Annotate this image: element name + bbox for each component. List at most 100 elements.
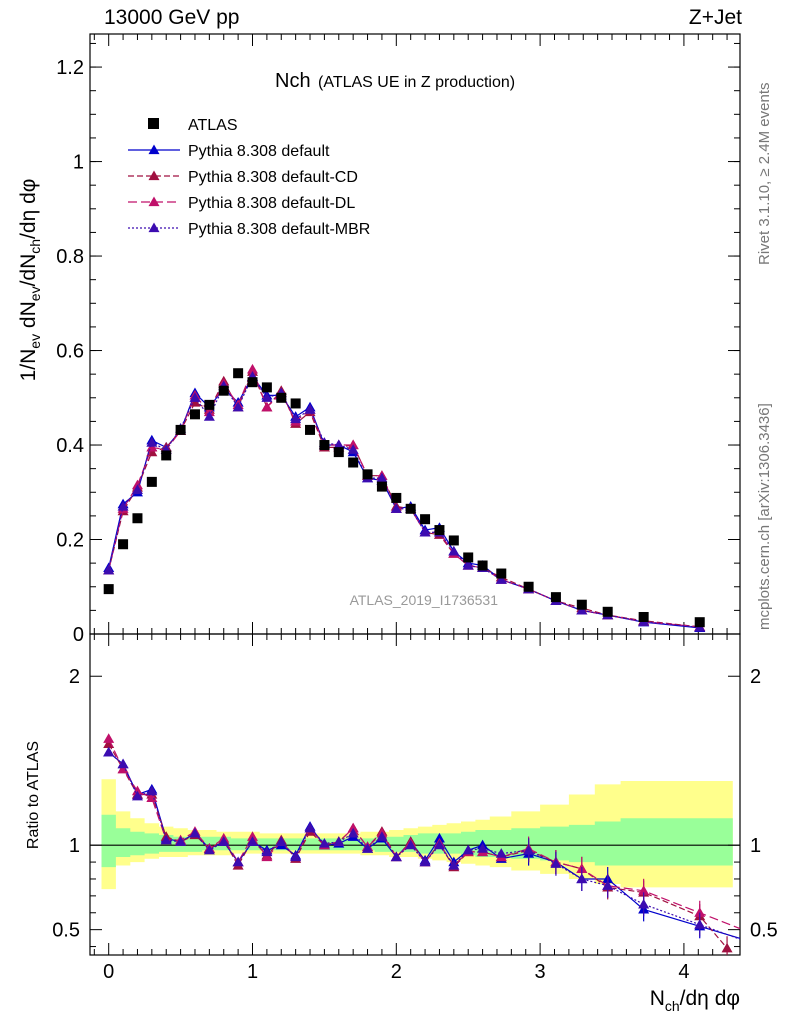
y-tick-label: 0 (73, 624, 84, 646)
series-line (108, 367, 700, 628)
ratio-marker (103, 733, 115, 743)
chart-subtitle: (ATLAS UE in Z production) (318, 74, 515, 91)
x-tick-label: 1 (247, 961, 258, 983)
atlas-marker (333, 447, 344, 458)
y-tick-label: 1 (73, 152, 84, 174)
main-panel: 0 0.2 0.4 0.6 0.8 1 1.2 Nch (ATLAS UE in Z produ… (17, 33, 741, 646)
ratio-marker (362, 843, 374, 853)
ratio-marker (550, 858, 562, 868)
ratio-marker (203, 844, 215, 855)
ratio-marker (495, 848, 507, 858)
series-marker (261, 392, 273, 402)
legend-label: Pythia 8.308 default-MBR (188, 221, 370, 238)
legend-label: Pythia 8.308 default-CD (188, 169, 358, 186)
process-label: Z+Jet (688, 6, 742, 29)
ratio-marker (694, 907, 706, 917)
ratio-marker (523, 844, 535, 855)
ratio-marker (433, 839, 445, 850)
atlas-marker (146, 476, 157, 487)
ratio-marker (462, 844, 474, 855)
ratio-marker (376, 831, 388, 841)
atlas-marker (391, 492, 402, 503)
ratio-marker (721, 942, 733, 953)
series-marker (304, 404, 316, 414)
y-tick-label: 0.6 (56, 341, 84, 363)
legend-label: ATLAS (188, 117, 238, 134)
ratio-marker (448, 859, 460, 870)
atlas-marker (420, 514, 431, 525)
ratio-y-tick-label-right: 1 (750, 835, 761, 857)
ratio-y-tick-label: 0.5 (52, 920, 80, 942)
x-tick-label: 2 (391, 961, 402, 983)
ratio-plot-frame (89, 633, 741, 956)
legend-marker-atlas (148, 118, 159, 129)
series-marker (333, 439, 345, 450)
atlas-marker (290, 398, 301, 409)
atlas-marker (362, 469, 373, 480)
ratio-marker (347, 827, 359, 838)
ratio-band-inner (101, 814, 733, 868)
series-marker (261, 401, 273, 412)
series-marker (347, 444, 359, 454)
ratio-marker (602, 880, 614, 890)
ratio-marker (304, 822, 316, 833)
ratio-marker (175, 836, 187, 846)
series-marker (189, 392, 201, 402)
analysis-watermark: ATLAS_2019_I1736531 (350, 592, 499, 608)
ratio-marker (433, 832, 445, 843)
atlas-marker (405, 503, 416, 514)
y-tick-label: 0.4 (56, 435, 84, 457)
series-marker (495, 574, 507, 584)
atlas-marker (132, 513, 143, 524)
ratio-series-4 (103, 746, 740, 940)
ratio-marker (347, 822, 359, 833)
ratio-marker (290, 851, 302, 862)
series-marker (131, 484, 143, 495)
ratio-panel: 0 1 2 3 4 0.5 0.5 1 1 2 2 Ratio to ATLAS Nch/dη dφ (25, 633, 778, 1014)
ratio-marker (103, 746, 115, 757)
y-tick-label: 0.8 (56, 246, 84, 268)
atlas-marker (103, 584, 114, 595)
ratio-y-axis-label: Ratio to ATLAS (25, 741, 42, 849)
series-marker (146, 437, 158, 447)
ratio-marker (232, 856, 244, 867)
atlas-marker (477, 560, 488, 571)
series-marker (390, 503, 402, 513)
ratio-marker (218, 836, 230, 846)
atlas-marker (161, 450, 172, 461)
series-marker (203, 411, 215, 421)
atlas-marker (434, 525, 445, 536)
ratio-marker (419, 856, 431, 867)
atlas-marker (218, 385, 229, 396)
ratio-marker (247, 831, 258, 841)
legend-marker (148, 222, 160, 233)
ratio-marker (405, 839, 417, 850)
ratio-marker (131, 790, 143, 801)
series-line (108, 370, 700, 628)
legend-marker (148, 196, 160, 207)
ratio-marker (477, 843, 489, 853)
ratio-y-tick-label-right: 2 (750, 666, 761, 688)
atlas-marker (638, 611, 649, 622)
atlas-marker (319, 440, 330, 451)
ratio-marker (131, 785, 143, 796)
atlas-marker (694, 617, 705, 628)
y-tick-label: 1.2 (56, 57, 84, 79)
x-axis-label: Nch/dη dφ (650, 987, 740, 1014)
atlas-data-points (103, 368, 705, 628)
series-marker (448, 545, 460, 556)
atlas-marker (448, 535, 459, 546)
ratio-marker (261, 851, 273, 862)
ratio-marker (247, 836, 258, 846)
atlas-marker (276, 392, 287, 403)
series-marker (419, 526, 431, 537)
atlas-marker (376, 481, 387, 492)
series-marker (117, 500, 129, 511)
series-marker (376, 472, 388, 483)
ratio-marker (333, 836, 345, 846)
atlas-marker (305, 424, 316, 435)
legend-marker (148, 144, 160, 155)
atlas-marker (576, 599, 587, 610)
ratio-marker (261, 846, 273, 857)
